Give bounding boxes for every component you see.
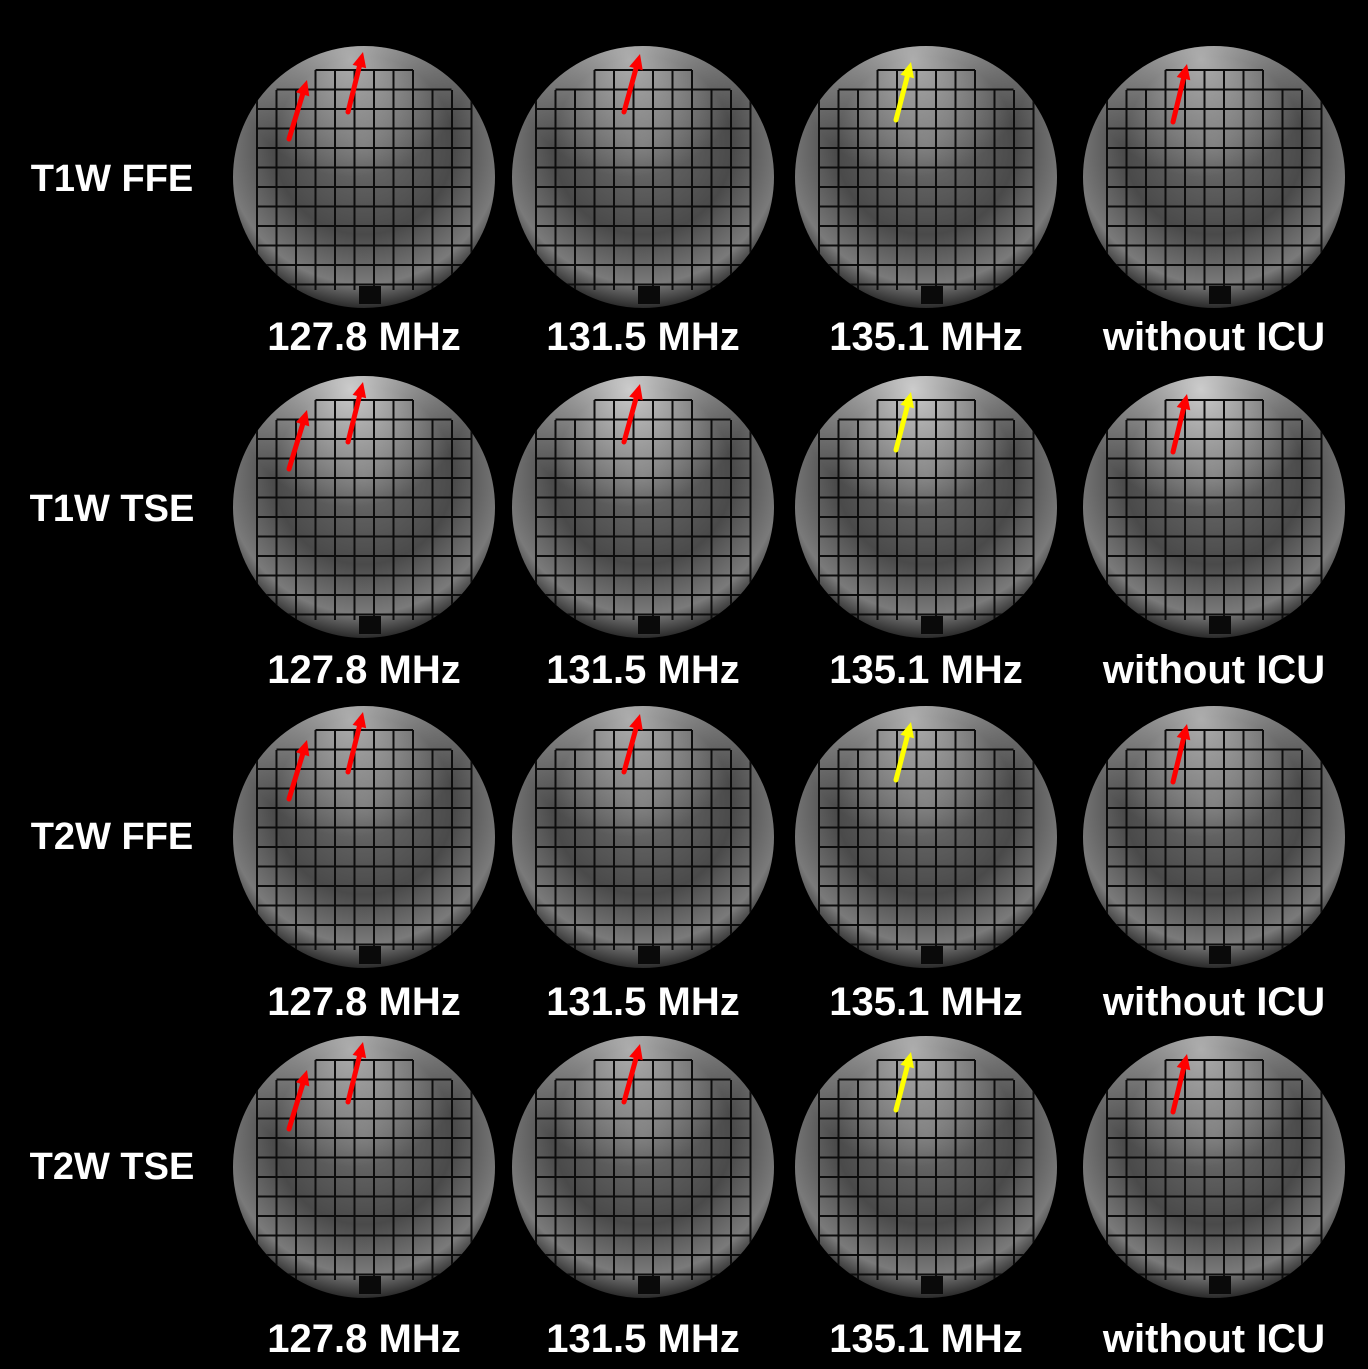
frequency-label-without-icu: without ICU xyxy=(1102,1317,1326,1361)
phantom-image-t1w-tse-131-5-mhz xyxy=(512,376,774,638)
red-arrow xyxy=(1170,394,1191,455)
phantom-image-t2w-tse-131-5-mhz xyxy=(512,1036,774,1298)
red-arrow xyxy=(286,740,310,802)
red-arrow xyxy=(345,712,367,775)
phantom-grid xyxy=(256,1059,473,1280)
red-arrow xyxy=(345,52,367,115)
phantom-grid xyxy=(535,69,752,290)
red-arrow xyxy=(621,714,643,775)
frequency-label-131-5-mhz: 131.5 MHz xyxy=(546,1317,740,1361)
phantom-image-t2w-tse-135-1-mhz xyxy=(795,1036,1057,1298)
yellow-arrow xyxy=(893,62,915,123)
phantom-image-t1w-ffe-without-icu xyxy=(1083,46,1345,308)
phantom-image-t1w-tse-127-8-mhz xyxy=(233,376,495,638)
phantom-grid xyxy=(1106,399,1323,620)
phantom-image-t1w-ffe-131-5-mhz xyxy=(512,46,774,308)
frequency-label-without-icu: without ICU xyxy=(1102,315,1326,359)
phantom-grid xyxy=(1106,729,1323,950)
phantom-grid xyxy=(535,729,752,950)
frequency-label-127-8-mhz: 127.8 MHz xyxy=(267,1317,461,1361)
phantom-image-t1w-tse-135-1-mhz xyxy=(795,376,1057,638)
phantom-image-t2w-ffe-135-1-mhz xyxy=(795,706,1057,968)
frequency-label-131-5-mhz: 131.5 MHz xyxy=(546,315,740,359)
phantom-image-t1w-tse-without-icu xyxy=(1083,376,1345,638)
phantom-grid xyxy=(818,399,1035,620)
phantom-image-t1w-ffe-135-1-mhz xyxy=(795,46,1057,308)
red-arrow xyxy=(286,80,310,142)
phantom-image-t2w-ffe-127-8-mhz xyxy=(233,706,495,968)
row-label-t2w-tse: T2W TSE xyxy=(29,1146,195,1188)
phantom-image-t2w-ffe-without-icu xyxy=(1083,706,1345,968)
frequency-label-127-8-mhz: 127.8 MHz xyxy=(267,648,461,692)
frequency-label-127-8-mhz: 127.8 MHz xyxy=(267,315,461,359)
frequency-label-127-8-mhz: 127.8 MHz xyxy=(267,980,461,1024)
frequency-label-135-1-mhz: 135.1 MHz xyxy=(829,980,1023,1024)
red-arrow xyxy=(1170,724,1191,785)
phantom-grid xyxy=(818,1059,1035,1280)
row-label-t1w-tse: T1W TSE xyxy=(29,488,195,530)
phantom-image-t2w-tse-127-8-mhz xyxy=(233,1036,495,1298)
red-arrow xyxy=(621,1044,643,1105)
frequency-label-135-1-mhz: 135.1 MHz xyxy=(829,1317,1023,1361)
frequency-label-without-icu: without ICU xyxy=(1102,648,1326,692)
frequency-label-without-icu: without ICU xyxy=(1102,980,1326,1024)
phantom-grid xyxy=(818,69,1035,290)
row-label-t2w-ffe: T2W FFE xyxy=(30,816,194,858)
phantom-grid xyxy=(256,69,473,290)
yellow-arrow xyxy=(893,392,915,453)
phantom-grid xyxy=(256,399,473,620)
frequency-label-135-1-mhz: 135.1 MHz xyxy=(829,315,1023,359)
red-arrow xyxy=(621,384,643,445)
phantom-grid xyxy=(1106,1059,1323,1280)
frequency-label-131-5-mhz: 131.5 MHz xyxy=(546,980,740,1024)
row-label-t1w-ffe: T1W FFE xyxy=(30,158,194,200)
red-arrow xyxy=(286,410,310,472)
red-arrow xyxy=(345,382,367,445)
yellow-arrow xyxy=(893,1052,915,1113)
frequency-label-131-5-mhz: 131.5 MHz xyxy=(546,648,740,692)
red-arrow xyxy=(1170,64,1191,125)
red-arrow xyxy=(1170,1054,1191,1115)
phantom-image-t1w-ffe-127-8-mhz xyxy=(233,46,495,308)
red-arrow xyxy=(286,1070,310,1132)
phantom-image-t2w-tse-without-icu xyxy=(1083,1036,1345,1298)
red-arrow xyxy=(621,54,643,115)
phantom-image-t2w-ffe-131-5-mhz xyxy=(512,706,774,968)
phantom-grid xyxy=(1106,69,1323,290)
phantom-grid xyxy=(535,1059,752,1280)
frequency-label-135-1-mhz: 135.1 MHz xyxy=(829,648,1023,692)
phantom-grid xyxy=(535,399,752,620)
yellow-arrow xyxy=(893,722,915,783)
red-arrow xyxy=(345,1042,367,1105)
